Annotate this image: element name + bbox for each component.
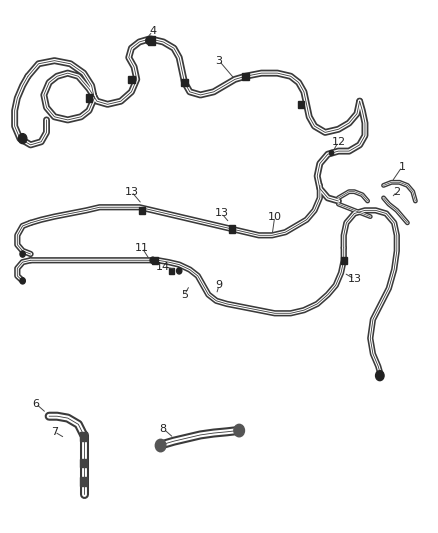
Circle shape xyxy=(155,439,166,452)
Bar xyxy=(298,101,304,108)
Bar xyxy=(229,225,236,233)
Bar xyxy=(80,432,87,441)
Bar xyxy=(181,79,188,86)
Bar xyxy=(139,207,145,214)
Text: 8: 8 xyxy=(160,424,167,434)
Circle shape xyxy=(177,268,182,274)
Text: 9: 9 xyxy=(215,280,223,290)
Circle shape xyxy=(375,370,384,381)
Bar xyxy=(152,256,159,264)
Text: 13: 13 xyxy=(347,274,361,284)
Text: 4: 4 xyxy=(149,26,156,36)
Text: 2: 2 xyxy=(393,187,400,197)
Bar xyxy=(80,478,87,486)
Bar xyxy=(242,72,249,80)
Bar xyxy=(80,458,87,467)
Text: 13: 13 xyxy=(215,208,229,219)
Circle shape xyxy=(18,134,27,143)
Text: 10: 10 xyxy=(268,212,282,222)
Circle shape xyxy=(150,257,155,263)
Text: 12: 12 xyxy=(332,137,346,147)
Text: 3: 3 xyxy=(215,55,223,66)
Circle shape xyxy=(329,150,334,156)
Text: 5: 5 xyxy=(181,289,188,300)
Text: 14: 14 xyxy=(156,262,170,271)
Bar xyxy=(148,36,155,45)
Text: 6: 6 xyxy=(32,399,39,409)
Text: 1: 1 xyxy=(399,161,406,172)
Text: 7: 7 xyxy=(51,427,58,437)
Circle shape xyxy=(234,424,244,437)
Text: 13: 13 xyxy=(124,187,138,197)
Circle shape xyxy=(20,251,25,257)
Bar xyxy=(340,256,347,264)
Circle shape xyxy=(20,278,25,284)
Circle shape xyxy=(146,37,152,44)
Bar xyxy=(128,76,134,83)
Bar xyxy=(86,94,92,102)
Bar xyxy=(169,268,174,274)
Text: 11: 11 xyxy=(135,243,149,253)
